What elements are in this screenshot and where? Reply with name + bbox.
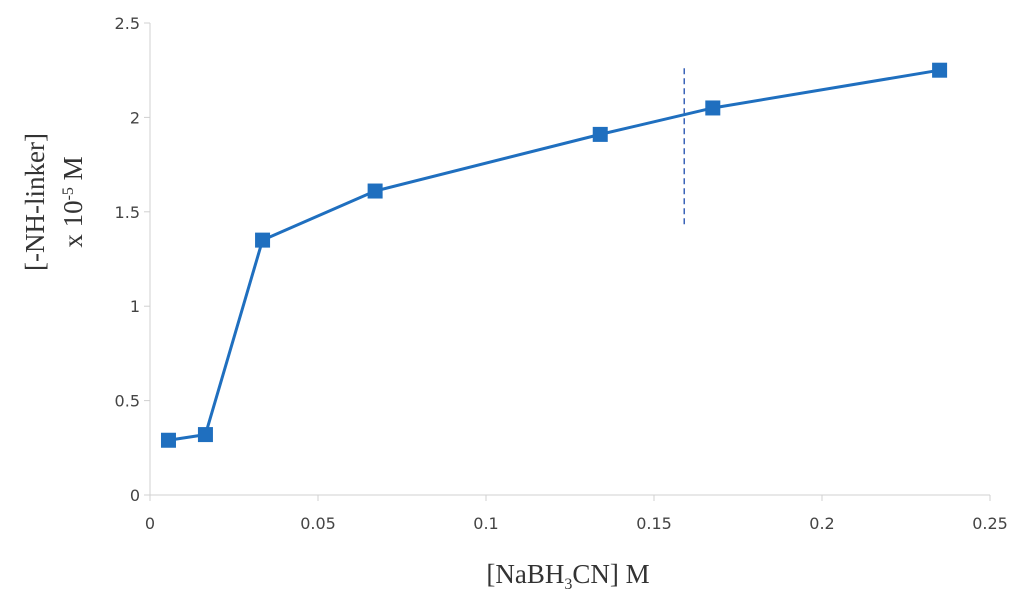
x-axis-title: [NaBH3CN] M bbox=[486, 559, 649, 591]
x-tick-label: 0.2 bbox=[809, 514, 834, 533]
data-point bbox=[705, 100, 721, 116]
y-tick-label: 1.5 bbox=[115, 203, 140, 222]
y-axis-title-line1: [-NH-linker] bbox=[20, 133, 50, 271]
y-tick-label: 1 bbox=[130, 297, 140, 316]
x-tick-label: 0.05 bbox=[300, 514, 336, 533]
y-tick-label: 0.5 bbox=[115, 392, 140, 411]
data-point bbox=[197, 427, 213, 443]
axes bbox=[144, 22, 991, 501]
data-point bbox=[932, 62, 948, 78]
y-axis-title-line2: x 10-5 M bbox=[58, 156, 88, 247]
x-tick-label: 0.15 bbox=[636, 514, 672, 533]
data-point bbox=[160, 432, 176, 448]
x-tick-label: 0.1 bbox=[473, 514, 498, 533]
y-tick-label: 0 bbox=[130, 486, 140, 505]
data-point bbox=[367, 183, 383, 199]
x-tick-label: 0.25 bbox=[972, 514, 1008, 533]
series-line bbox=[168, 68, 940, 442]
y-tick-label: 2.5 bbox=[115, 14, 140, 33]
series bbox=[160, 62, 948, 448]
x-tick-label: 0 bbox=[145, 514, 155, 533]
data-point bbox=[255, 232, 271, 248]
data-point bbox=[592, 126, 608, 142]
y-tick-label: 2 bbox=[130, 108, 140, 127]
tick-labels: 0 0.5 1 1.5 2 2.5 0 0.05 0.1 0.15 0.2 0.25 bbox=[115, 14, 1008, 533]
